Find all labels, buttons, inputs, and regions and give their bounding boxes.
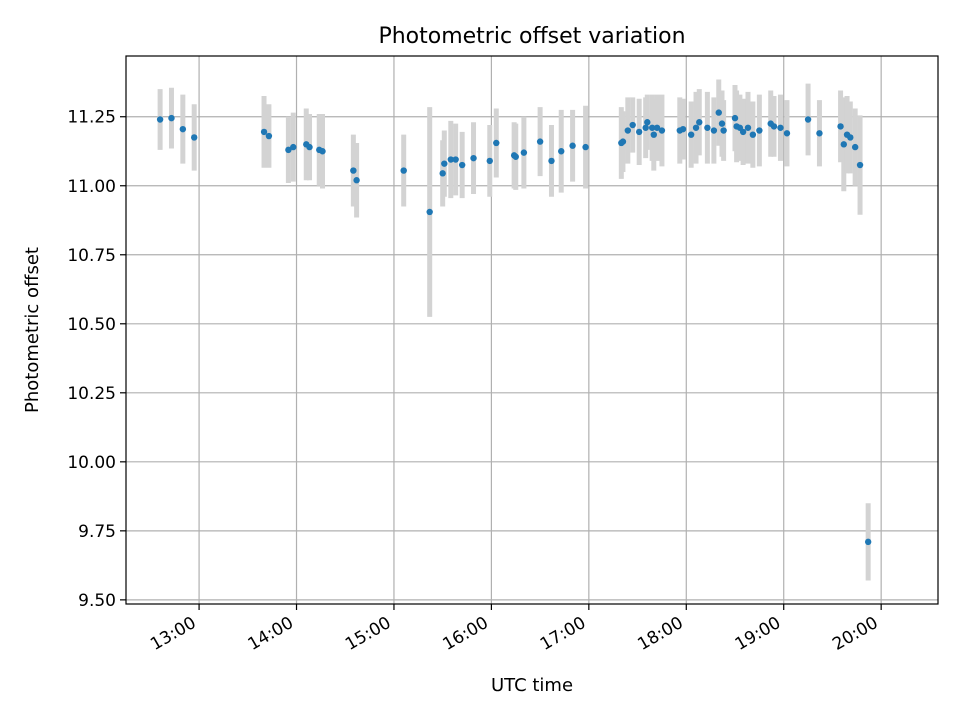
data-point <box>648 124 656 131</box>
data-point <box>744 124 752 131</box>
data-point <box>658 127 666 134</box>
data-point <box>816 130 823 137</box>
data-point <box>548 157 555 165</box>
y-axis-ticks: 9.50 9.75 10.00 10.25 10.50 10.75 11.00 11.25 <box>67 108 126 611</box>
data-point <box>847 134 854 141</box>
data-point <box>739 128 747 136</box>
data-point <box>856 161 864 169</box>
data-point <box>804 116 812 123</box>
data-marks <box>156 79 872 581</box>
data-point <box>168 114 175 122</box>
x-tick-label: 20:00 <box>829 613 881 655</box>
data-point <box>441 160 448 167</box>
y-tick-label: 10.00 <box>67 453 116 473</box>
data-point <box>260 128 268 136</box>
data-point <box>696 119 703 126</box>
data-point <box>687 131 695 138</box>
plot-frame <box>125 55 939 605</box>
data-point <box>458 161 466 169</box>
data-point <box>400 167 407 174</box>
data-point <box>350 167 357 174</box>
data-point <box>731 114 739 122</box>
y-tick-label: 10.75 <box>67 246 116 266</box>
x-tick-label: 13:00 <box>147 613 199 655</box>
data-point <box>720 127 727 134</box>
data-point <box>679 125 687 133</box>
y-tick-label: 9.75 <box>78 522 116 542</box>
data-point <box>840 141 848 148</box>
data-point <box>353 177 360 184</box>
data-point <box>493 139 500 147</box>
data-point <box>704 124 711 131</box>
data-point <box>439 170 446 177</box>
data-point <box>715 109 722 116</box>
x-tick-label: 17:00 <box>537 613 589 655</box>
data-point <box>653 124 661 131</box>
data-point <box>749 131 757 138</box>
x-tick-label: 16:00 <box>439 613 491 655</box>
data-point <box>520 149 528 156</box>
x-tick-label: 18:00 <box>634 613 686 655</box>
x-tick-label: 19:00 <box>732 613 784 655</box>
data-point <box>642 124 649 131</box>
data-point <box>512 153 519 160</box>
data-point <box>319 148 326 155</box>
y-tick-label: 9.50 <box>78 591 116 611</box>
data-point <box>470 154 477 162</box>
data-point <box>629 121 636 129</box>
data-point <box>756 127 763 134</box>
data-point <box>710 127 718 134</box>
data-point <box>718 120 726 127</box>
y-axis-label: Photometric offset <box>22 247 43 413</box>
data-point <box>447 156 454 163</box>
data-point <box>265 132 273 140</box>
data-point <box>619 138 627 145</box>
data-point <box>426 208 433 216</box>
data-point <box>179 125 187 133</box>
data-point <box>783 130 791 137</box>
x-axis-ticks: 13:00 14:00 15:00 16:00 17:00 18:00 19:00 20:00 <box>147 604 882 655</box>
data-point <box>191 134 198 141</box>
data-point <box>306 143 313 151</box>
data-point <box>837 123 844 130</box>
data-point <box>156 116 164 123</box>
x-tick-label: 15:00 <box>342 613 394 655</box>
data-point <box>650 131 657 138</box>
data-point <box>624 127 632 134</box>
data-point <box>851 143 859 151</box>
data-point <box>582 143 589 151</box>
data-point <box>635 128 643 136</box>
data-point <box>558 148 565 155</box>
data-point <box>290 143 297 151</box>
data-point <box>777 124 784 131</box>
y-tick-label: 11.00 <box>67 177 116 197</box>
data-point <box>285 146 292 154</box>
data-point <box>692 124 700 131</box>
data-point <box>864 538 872 546</box>
data-point <box>644 119 651 126</box>
y-tick-label: 10.50 <box>67 315 116 335</box>
data-point <box>569 142 576 149</box>
y-tick-label: 11.25 <box>67 108 116 128</box>
data-point <box>536 138 544 145</box>
data-point <box>486 157 493 165</box>
chart-title: Photometric offset variation <box>378 24 685 49</box>
x-axis-label: UTC time <box>491 675 573 696</box>
y-tick-label: 10.25 <box>67 384 116 404</box>
data-point <box>452 156 459 163</box>
grid <box>126 56 938 604</box>
x-tick-label: 14:00 <box>245 613 297 655</box>
data-point <box>770 123 778 130</box>
